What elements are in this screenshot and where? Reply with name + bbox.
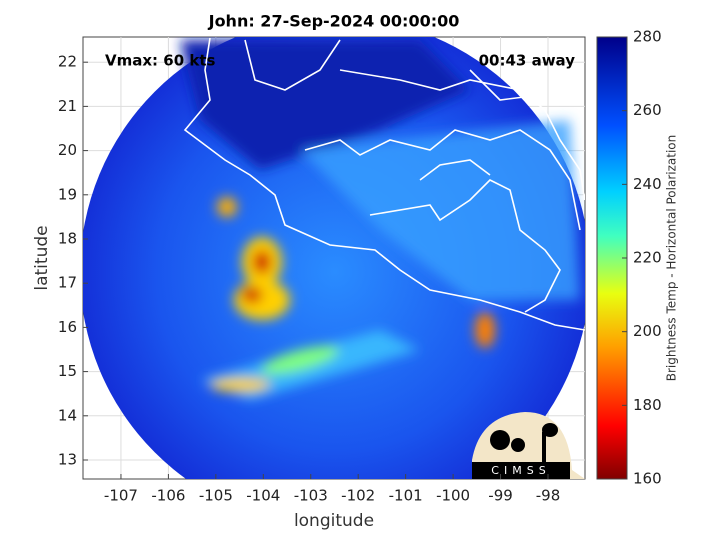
colorbar-tick-label: 220: [633, 249, 662, 267]
x-tick-label: -98: [536, 487, 561, 505]
x-tick-label: -105: [199, 487, 233, 505]
colorbar-tick-label: 160: [633, 470, 662, 488]
y-tick-label: 19: [58, 185, 77, 203]
y-tick-label: 22: [58, 53, 77, 71]
time-label: 00:43 away: [479, 52, 576, 70]
colorbar-tick-label: 240: [633, 175, 662, 193]
y-tick-label: 16: [58, 318, 77, 336]
x-tick-label: -102: [341, 487, 375, 505]
y-tick-label: 14: [58, 406, 77, 424]
colorbar-tick-label: 280: [633, 28, 662, 46]
x-tick-label: -100: [436, 487, 470, 505]
y-tick-label: 20: [58, 141, 77, 159]
y-tick-label: 18: [58, 229, 77, 247]
x-tick-label: -106: [151, 487, 185, 505]
y-tick-label: 17: [58, 274, 77, 292]
y-tick-label: 21: [58, 97, 77, 115]
coastlines: [183, 37, 585, 331]
y-axis-label: latitude: [32, 225, 52, 290]
x-tick-label: -101: [389, 487, 423, 505]
colorbar-label: Brightness Temp - Horizontal Polarizatio…: [665, 135, 679, 382]
logo-text: CIMSS: [491, 464, 550, 477]
y-tick-label: 15: [58, 362, 77, 380]
x-tick-label: -107: [104, 487, 138, 505]
colorbar-tick-label: 200: [633, 322, 662, 340]
cimss-logo: CIMSS: [472, 412, 585, 479]
x-tick-label: -104: [246, 487, 280, 505]
colorbar-tick-label: 180: [633, 396, 662, 414]
x-axis-label: longitude: [294, 511, 374, 531]
x-tick-label: -99: [488, 487, 513, 505]
colorbar-tick-label: 260: [633, 101, 662, 119]
vmax-label: Vmax: 60 kts: [105, 52, 215, 70]
y-tick-label: 13: [58, 450, 77, 468]
x-tick-label: -103: [294, 487, 328, 505]
title: John: 27-Sep-2024 00:00:00: [208, 12, 460, 31]
